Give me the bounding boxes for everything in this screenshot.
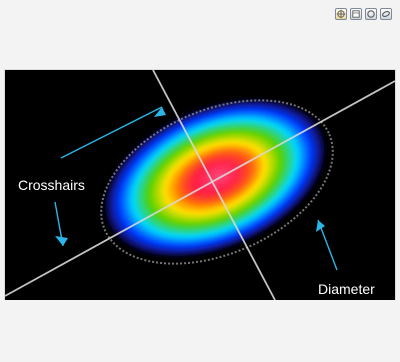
crosshair-tool-button[interactable] xyxy=(335,8,347,20)
viewer-toolbar xyxy=(335,8,392,20)
lower-empty-area xyxy=(0,300,400,362)
panel-tool-icon xyxy=(351,9,361,19)
crosshair-line-shallow xyxy=(5,80,395,297)
circle-tool-icon xyxy=(366,9,376,19)
crosshairs-arrow-top xyxy=(60,106,166,159)
crosshair-tool-icon xyxy=(336,9,346,19)
diameter-ring xyxy=(100,99,334,265)
crosshair-line-steep xyxy=(152,70,276,300)
beam-profile-viewer[interactable]: Crosshairs Diameter xyxy=(5,70,395,300)
circle-tool-button[interactable] xyxy=(365,8,377,20)
crosshairs-label: Crosshairs xyxy=(18,177,85,193)
panel-tool-button[interactable] xyxy=(350,8,362,20)
beam-profile-graphic xyxy=(5,70,395,300)
diameter-arrow xyxy=(316,219,338,271)
ellipse-tool-button[interactable] xyxy=(380,8,392,20)
diameter-label: Diameter xyxy=(318,281,375,297)
crosshairs-arrow-bottom xyxy=(54,201,68,247)
beam-spot xyxy=(101,96,329,260)
ellipse-tool-icon xyxy=(381,9,391,19)
